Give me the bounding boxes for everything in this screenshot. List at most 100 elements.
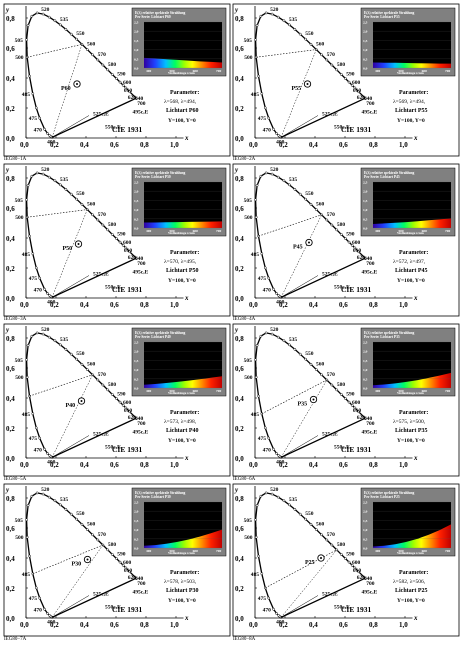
locus-marker xyxy=(34,586,38,590)
wavelength-label: 500 xyxy=(244,55,253,61)
y-tick-label: 0,6 xyxy=(6,45,15,53)
locus-marker xyxy=(53,499,57,503)
wavelength-label: 700 xyxy=(137,101,146,107)
wavelength-label: 495c,E xyxy=(133,270,149,276)
dominant-line xyxy=(27,209,88,218)
wavelength-label: 620 xyxy=(128,575,137,581)
locus-marker xyxy=(43,287,46,291)
locus-marker xyxy=(53,339,57,343)
param-luminance: Y=100, Y=0 xyxy=(168,598,196,604)
param-wavelengths: λ=569, λ=494, xyxy=(393,99,426,105)
locus-marker xyxy=(325,378,329,382)
inset-y-tick: 1,0 xyxy=(363,368,368,372)
white-point-center xyxy=(86,558,89,561)
param-heading: Parameter: xyxy=(170,410,199,416)
inset-x-tick: 500 xyxy=(398,69,404,73)
dominant-line xyxy=(261,379,327,415)
locus-marker xyxy=(320,53,323,57)
panel-code: IEG80−7A xyxy=(4,637,27,642)
locus-marker xyxy=(115,237,118,240)
locus-marker xyxy=(85,528,89,531)
locus-marker xyxy=(270,12,274,16)
white-point-center xyxy=(320,557,322,559)
param-wavelengths: λ=578, λ=503, xyxy=(164,579,197,585)
inset-y-tick: 0,0 xyxy=(363,67,368,71)
inset-y-tick: 2,5 xyxy=(363,21,368,25)
y-tick-label: 0,4 xyxy=(235,555,244,563)
wavelength-label: 590 xyxy=(346,391,355,397)
inset-series: Pes-Serie: Lichtart P45 xyxy=(364,175,400,179)
locus-marker xyxy=(339,233,343,236)
locus-marker xyxy=(276,495,280,499)
x-tick-label: 1,0 xyxy=(170,621,179,629)
inset-y-tick: 1,5 xyxy=(363,39,368,43)
y-tick-label: 0,0 xyxy=(235,295,244,303)
complement-line xyxy=(280,435,319,458)
wavelength-label: 570 xyxy=(327,52,336,58)
wavelength-label: 600 xyxy=(352,240,361,246)
locus-marker xyxy=(48,133,51,137)
inset-x-tick: 700 xyxy=(216,69,222,73)
inset-x-tick: 600 xyxy=(193,69,199,73)
white-point-center xyxy=(76,83,78,85)
y-tick-label: 0,2 xyxy=(6,425,15,433)
locus-marker xyxy=(325,538,329,542)
x-tick-label: 0,6 xyxy=(339,301,348,309)
wavelength-label: 505 xyxy=(15,358,23,364)
locus-marker xyxy=(118,400,122,404)
wavelength-label: 610 xyxy=(124,568,132,574)
locus-marker xyxy=(75,517,78,521)
y-axis-letter: y xyxy=(234,6,239,14)
wavelength-label: 520 xyxy=(270,327,279,333)
spectrum-curve xyxy=(373,524,451,548)
locus-marker xyxy=(110,393,114,396)
inset-x-tick: 400 xyxy=(375,69,381,73)
locus-marker xyxy=(272,287,275,291)
wavelength-label: 580 xyxy=(337,62,346,68)
locus-marker xyxy=(75,357,78,361)
inset-xlabel: Wellenlänge λ/nm xyxy=(397,71,424,75)
purple-line xyxy=(52,417,137,458)
inset-x-tick: 600 xyxy=(422,389,428,393)
wavelength-label: 400 xyxy=(47,139,56,145)
locus-marker xyxy=(34,426,38,430)
wavelength-label: 640 xyxy=(364,96,373,102)
y-axis-letter: y xyxy=(234,166,239,174)
x-tick-label: 0,2 xyxy=(50,621,59,629)
locus-marker xyxy=(106,68,110,72)
inset-y-tick: 2,5 xyxy=(134,341,139,345)
wavelength-label: 570 xyxy=(98,52,107,58)
locus-marker xyxy=(30,14,34,18)
locus-marker xyxy=(255,504,259,507)
lamp-label: P45 xyxy=(293,245,303,251)
inset-x-tick: 500 xyxy=(169,549,175,553)
locus-marker xyxy=(347,80,351,84)
locus-marker xyxy=(263,106,267,110)
inset-title: E(λ) relative spektrale Strahlung xyxy=(364,11,415,15)
y-tick-label: 0,0 xyxy=(235,135,244,143)
wavelength-label: 520 xyxy=(41,7,50,13)
locus-marker xyxy=(106,228,110,232)
purple-line-a xyxy=(280,214,322,298)
wavelength-label: 560 xyxy=(316,201,325,207)
wavelength-label: 520 xyxy=(41,487,50,493)
locus-marker xyxy=(320,373,323,377)
x-tick-label: 0,8 xyxy=(369,141,378,149)
locus-marker xyxy=(264,331,268,335)
locus-marker xyxy=(121,83,125,87)
wavelength-label: 550c,E xyxy=(334,125,350,131)
wavelength-label: 550 xyxy=(305,351,314,357)
wavelength-label: 550 xyxy=(76,511,85,517)
cie-label: CIE 1931 xyxy=(112,445,142,454)
param-lichtart: Lichtart P60 xyxy=(166,108,199,114)
y-tick-label: 0,4 xyxy=(235,395,244,403)
purple-line-a xyxy=(280,549,337,618)
locus-marker xyxy=(91,53,94,57)
purple-line-a xyxy=(51,374,93,458)
wavelength-label: 600 xyxy=(123,80,132,86)
locus-marker xyxy=(254,518,257,522)
locus-marker xyxy=(325,58,329,62)
wavelength-label: 520 xyxy=(270,487,279,493)
inset-y-tick: 0,5 xyxy=(363,377,368,381)
x-tick-label: 0,6 xyxy=(110,461,119,469)
